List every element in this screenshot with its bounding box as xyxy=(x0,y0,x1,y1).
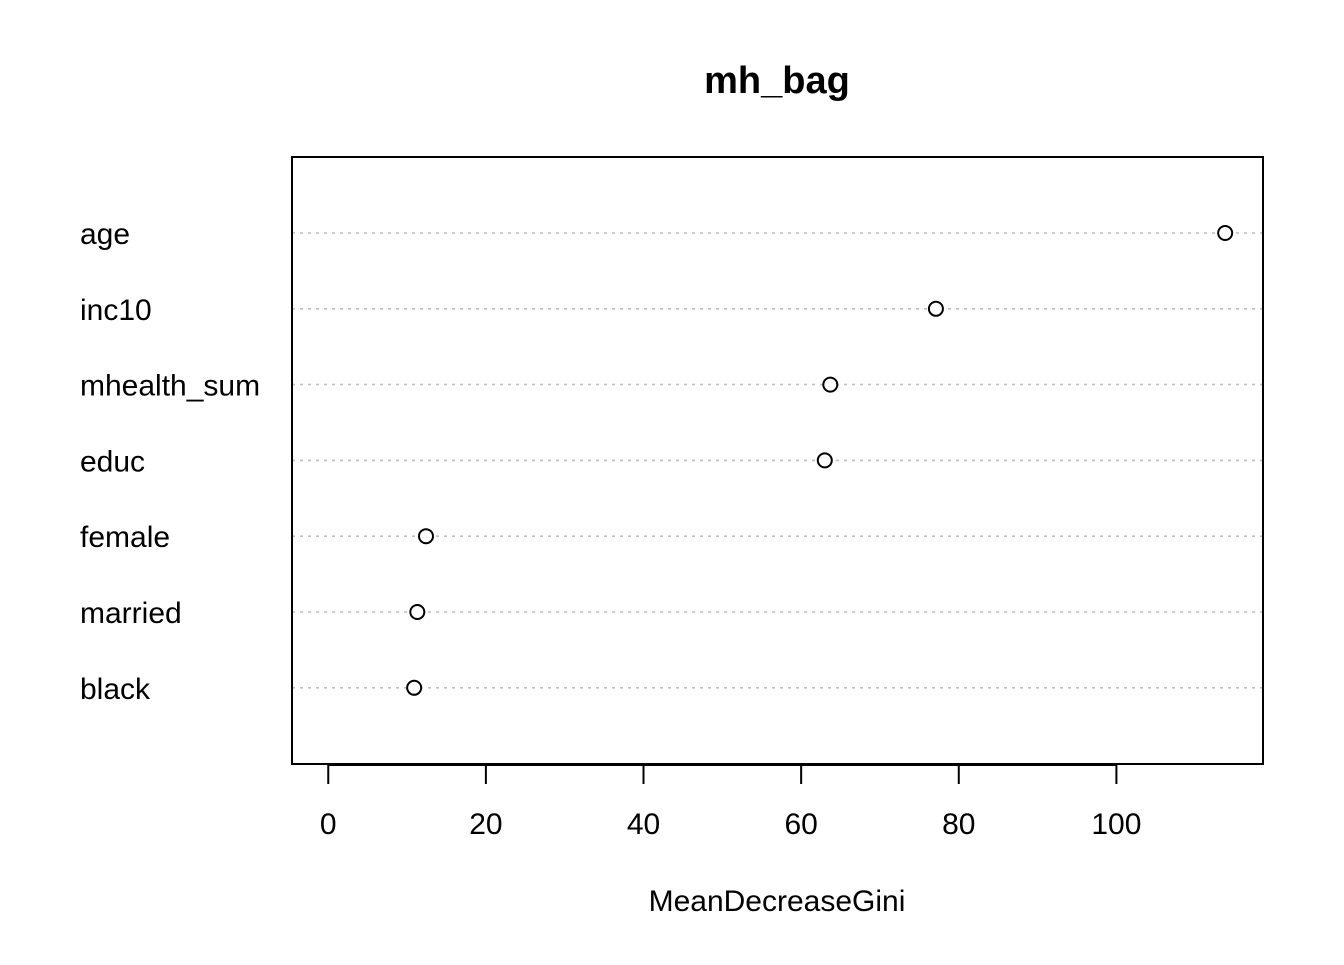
data-point xyxy=(816,452,833,469)
data-point xyxy=(409,604,426,620)
guide-lines xyxy=(292,232,1263,689)
category-label: educ xyxy=(80,445,145,478)
data-point xyxy=(417,528,434,545)
category-label: female xyxy=(80,521,170,554)
category-label: mhealth_sum xyxy=(80,370,260,403)
category-label: married xyxy=(80,597,182,630)
x-axis: 0 20 40 60 80 100 xyxy=(320,764,1141,841)
x-tick-label: 20 xyxy=(469,808,502,841)
x-tick-label: 80 xyxy=(942,808,975,841)
x-tick-label: 0 xyxy=(320,808,337,841)
data-point xyxy=(927,300,944,317)
x-tick-label: 40 xyxy=(627,808,660,841)
data-point xyxy=(1217,225,1234,241)
category-label: age xyxy=(80,218,130,251)
chart-title: mh_bag xyxy=(704,60,850,102)
data-point xyxy=(406,679,423,696)
x-tick-label: 100 xyxy=(1091,808,1141,841)
category-label: inc10 xyxy=(80,294,152,327)
data-point xyxy=(822,376,839,393)
x-tick-label: 60 xyxy=(784,808,817,841)
x-axis-label: MeanDecreaseGini xyxy=(649,885,906,918)
category-label: black xyxy=(80,673,151,706)
data-points xyxy=(406,225,1234,696)
